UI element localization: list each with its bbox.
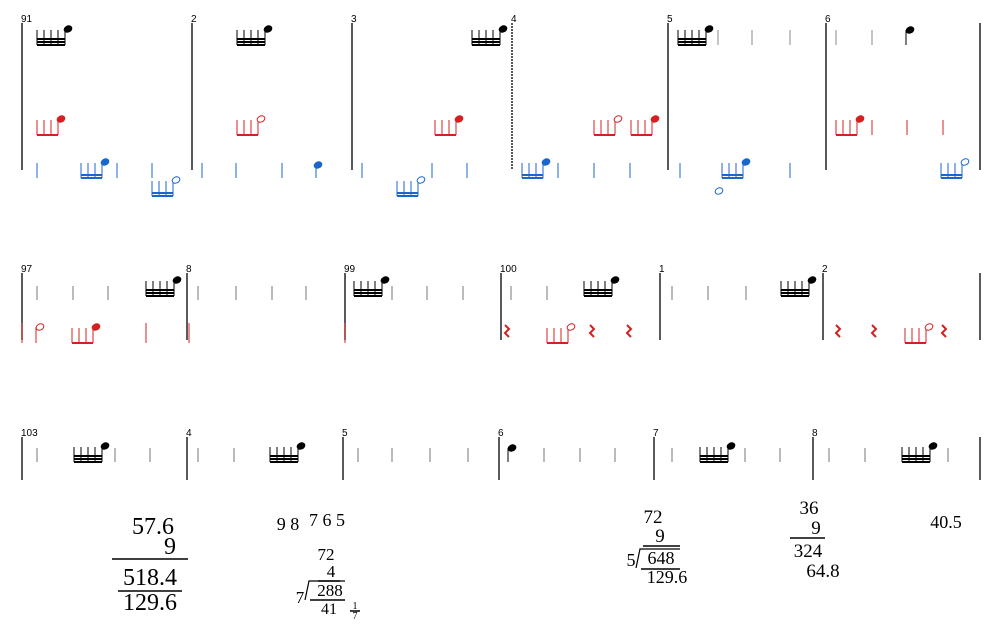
calc-text: 4	[327, 562, 336, 581]
rest	[940, 324, 948, 338]
division-bracket	[635, 548, 680, 569]
calc-text: 9	[811, 518, 821, 539]
note-head	[296, 442, 306, 450]
note-head	[855, 115, 865, 123]
note-head	[726, 442, 736, 450]
rest	[588, 324, 596, 338]
note-head	[613, 115, 623, 123]
note-head	[380, 276, 390, 284]
measure-number: 7	[653, 428, 659, 439]
rest	[503, 324, 511, 338]
note-head	[905, 26, 915, 34]
calc-text: 36	[800, 498, 819, 519]
note-head	[566, 323, 576, 331]
note-head	[924, 323, 934, 331]
calc-text: 129.6	[123, 590, 177, 616]
calc-text: 9 8	[277, 514, 300, 534]
calc-text: 64.8	[806, 561, 839, 582]
calc-text: 5	[627, 550, 636, 570]
note-head	[807, 276, 817, 284]
note-head	[610, 276, 620, 284]
measure-number: 6	[825, 14, 831, 25]
calc-text: 57.6	[132, 514, 174, 540]
note-head	[960, 158, 970, 166]
measure-number: 91	[21, 14, 33, 25]
measure-number: 5	[342, 428, 348, 439]
note-head	[507, 444, 517, 452]
rest	[625, 324, 633, 338]
calc-text: 72	[644, 507, 663, 528]
measure-number: 5	[667, 14, 673, 25]
calc-text: 7	[353, 611, 358, 622]
note-head	[313, 161, 323, 169]
calc-text: 41	[321, 601, 337, 618]
note-head	[541, 158, 551, 166]
note-head	[256, 115, 266, 123]
calc-text: 288	[317, 581, 343, 600]
calc-text: 40.5	[930, 512, 962, 532]
calc-text: 7 6 5	[309, 510, 345, 530]
measure-number: 2	[822, 264, 828, 275]
measure-number: 8	[812, 428, 818, 439]
note-head	[454, 115, 464, 123]
measure-number: 99	[344, 264, 356, 275]
measure-number: 2	[191, 14, 197, 25]
rest	[834, 324, 842, 338]
measure-number: 4	[186, 428, 192, 439]
note-head	[741, 158, 751, 166]
measure-number: 103	[21, 428, 38, 439]
division-bracket	[304, 580, 345, 601]
note-head	[63, 25, 73, 33]
measure-number: 8	[186, 264, 192, 275]
measure-number: 1	[659, 264, 665, 275]
note-head	[172, 276, 182, 284]
note-head	[263, 25, 273, 33]
measure-number: 100	[500, 264, 517, 275]
note-head	[498, 25, 508, 33]
note-head	[171, 176, 181, 184]
calc-text: 7	[296, 588, 305, 607]
note-head	[56, 115, 66, 123]
calc-text: 9	[164, 534, 176, 560]
calc-text: 129.6	[647, 567, 688, 587]
note-head	[100, 158, 110, 166]
measure-number: 6	[498, 428, 504, 439]
rest	[870, 324, 878, 338]
calc-text: 1	[353, 601, 358, 612]
note-head	[100, 442, 110, 450]
note-head	[704, 25, 714, 33]
calc-text: 72	[318, 545, 335, 564]
note-head	[35, 323, 45, 331]
note-head	[91, 323, 101, 331]
measure-number: 97	[21, 264, 33, 275]
note-head	[416, 176, 426, 184]
measure-number: 3	[351, 14, 357, 25]
calc-text: 324	[794, 541, 823, 562]
calc-text: 518.4	[123, 565, 177, 591]
calc-text: 648	[648, 548, 675, 568]
note-head	[650, 115, 660, 123]
measure-number: 4	[511, 14, 517, 25]
calc-text: 9	[655, 526, 665, 547]
note-head	[928, 442, 938, 450]
note-head	[714, 187, 724, 195]
